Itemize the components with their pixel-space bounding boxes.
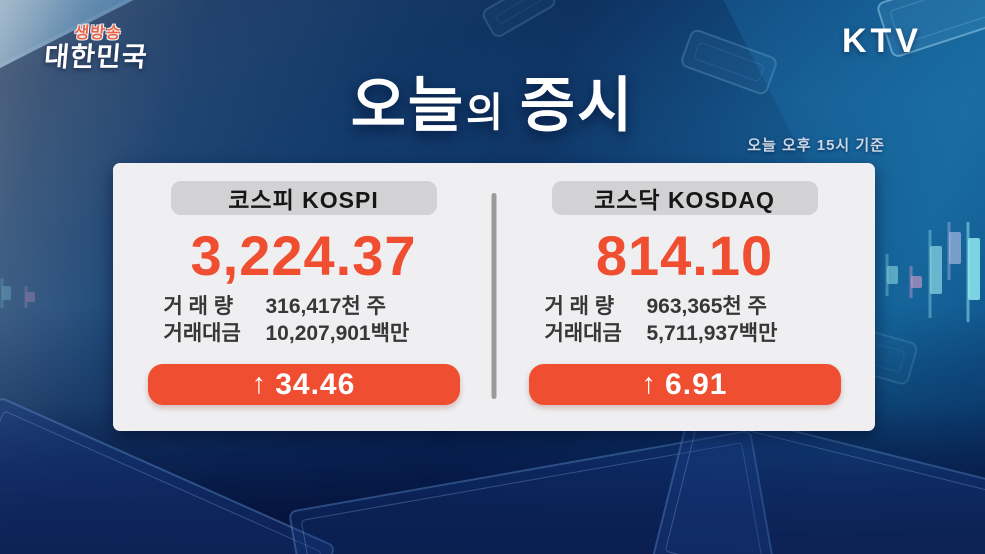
timestamp-note: 오늘 오후 15시 기준 xyxy=(747,137,885,154)
candlestick-chart-graphic xyxy=(883,220,985,360)
title-particle: 의 xyxy=(466,91,505,135)
card-divider xyxy=(491,193,497,399)
title-part2: 증시 xyxy=(519,72,635,139)
kospi-change-value: 34.46 xyxy=(275,367,356,401)
kosdaq-volume-row: 거 래 량 963,365천 주 xyxy=(545,293,825,320)
trade-value-label: 거래대금 xyxy=(544,322,622,345)
kosdaq-change-value: 6.91 xyxy=(665,367,728,401)
volume-label: 거 래 량 xyxy=(163,295,234,318)
trade-value-value: 10,207,901백만 xyxy=(265,322,410,345)
kospi-index-value: 3,224.37 xyxy=(190,224,417,287)
kospi-trade-value-row: 거래대금 10,207,901백만 xyxy=(164,320,444,347)
trade-value-value: 5,711,937백만 xyxy=(646,322,778,345)
kosdaq-card: 코스닥 KOSDAQ 814.10 거 래 량 963,365천 주 거래대금 … xyxy=(494,163,875,431)
candlestick-chart-graphic xyxy=(0,278,48,318)
up-arrow-icon: ↑ xyxy=(251,368,268,400)
kosdaq-trade-value-row: 거래대금 5,711,937백만 xyxy=(545,320,825,347)
volume-value: 316,417천 주 xyxy=(265,295,386,318)
program-logo-line2: 대한민국 xyxy=(42,42,149,72)
kospi-change-badge: ↑ 34.46 xyxy=(147,364,460,405)
kosdaq-change-badge: ↑ 6.91 xyxy=(528,364,841,405)
trade-value-label: 거래대금 xyxy=(163,322,241,345)
page-title: 오늘의 증시 xyxy=(0,74,985,137)
title-part1: 오늘 xyxy=(350,72,466,139)
channel-logo-ktv: KTV xyxy=(842,22,922,60)
kospi-volume-row: 거 래 량 316,417천 주 xyxy=(164,293,444,320)
kospi-info-rows: 거 래 량 316,417천 주 거래대금 10,207,901백만 xyxy=(164,293,444,347)
kosdaq-info-rows: 거 래 량 963,365천 주 거래대금 5,711,937백만 xyxy=(545,293,825,347)
kosdaq-card-header: 코스닥 KOSDAQ xyxy=(551,181,818,215)
volume-value: 963,365천 주 xyxy=(646,295,767,318)
program-logo: 생방송 대한민국 xyxy=(42,25,150,72)
up-arrow-icon: ↑ xyxy=(641,368,658,400)
kospi-card: 코스피 KOSPI 3,224.37 거 래 량 316,417천 주 거래대금… xyxy=(113,163,494,431)
volume-label: 거 래 량 xyxy=(544,295,615,318)
market-panel: 코스피 KOSPI 3,224.37 거 래 량 316,417천 주 거래대금… xyxy=(113,163,875,431)
kospi-card-header: 코스피 KOSPI xyxy=(170,181,437,215)
kosdaq-index-value: 814.10 xyxy=(595,224,774,287)
program-logo-line1: 생방송 xyxy=(73,25,123,42)
